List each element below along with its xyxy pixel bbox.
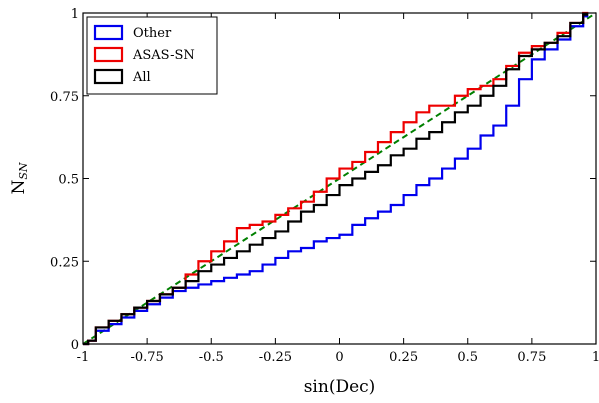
legend: Other ASAS-SN All — [86, 16, 218, 95]
x-tick-label: -0.25 — [259, 350, 292, 365]
series-line-all — [83, 13, 589, 346]
y-tick-label: 0.75 — [50, 90, 79, 105]
y-axis-label-sub: SN — [17, 162, 30, 180]
x-tick-label: 1 — [592, 350, 599, 365]
x-tick-label: -0.75 — [130, 350, 163, 365]
y-tick-label: 0 — [71, 338, 79, 353]
legend-swatch-other — [93, 24, 124, 41]
legend-label-all: All — [132, 70, 151, 85]
tick-labels-layer: -1 -0.75 -0.5 -0.25 0 0.25 0.5 0.75 1 0 0.25 0.5 0.7… — [50, 7, 599, 365]
y-axis-label-main: N — [9, 180, 29, 195]
ticks-layer — [82, 12, 597, 345]
series-layer — [83, 11, 589, 346]
x-tick-label: 0.5 — [457, 350, 478, 365]
y-axis-label: NSN — [9, 162, 30, 194]
y-tick-label: 1 — [71, 7, 79, 22]
legend-swatch-all — [93, 68, 124, 85]
x-axis-label: sin(Dec) — [304, 377, 376, 397]
y-tick-label: 0.5 — [58, 173, 79, 188]
x-tick-label: 0.75 — [517, 350, 546, 365]
x-tick-label: -1 — [77, 350, 90, 365]
y-tick-label: 0.25 — [50, 255, 79, 270]
x-tick-label: -0.5 — [199, 350, 224, 365]
legend-swatch-asas-sn — [93, 46, 124, 63]
x-tick-label: 0.25 — [389, 350, 418, 365]
x-tick-label: 0 — [335, 350, 343, 365]
legend-box — [86, 16, 218, 95]
legend-label-other: Other — [133, 26, 172, 41]
legend-label-asas-sn: ASAS-SN — [132, 48, 195, 63]
